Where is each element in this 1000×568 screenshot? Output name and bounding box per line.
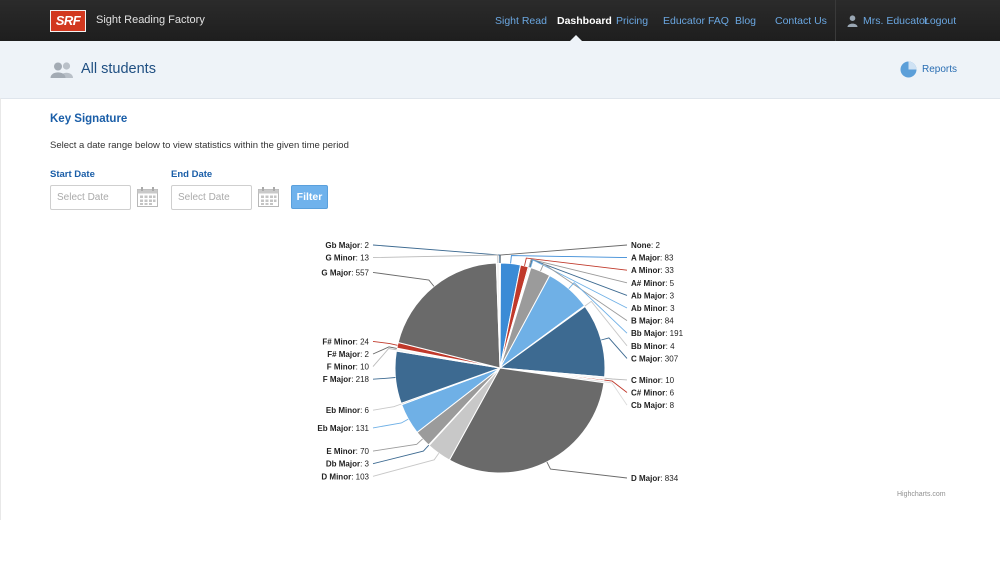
page-title: All students — [81, 61, 156, 77]
pie-connector — [372, 403, 402, 411]
key-signature-pie-chart: None: 2 A Major: 83 A Minor: 33 A# Minor: 5… — [317, 241, 684, 483]
pie-data-label: C# Minor: 6 — [631, 389, 675, 398]
pie-data-label: E Minor: 70 — [326, 447, 369, 456]
pie-connector — [524, 257, 628, 271]
nav-educator-faq[interactable]: Educator FAQ — [663, 15, 729, 27]
people-icon — [50, 62, 73, 78]
pie-connector — [372, 244, 501, 264]
highcharts-credits[interactable]: Highcharts.com — [897, 491, 946, 498]
pie-data-label: Eb Major: 131 — [317, 424, 369, 433]
user-icon — [847, 15, 858, 27]
pie-data-label: A Major: 83 — [631, 254, 674, 263]
pie-chart-icon[interactable] — [900, 61, 917, 78]
pie-data-label: A# Minor: 5 — [631, 279, 675, 288]
pie-data-label: Bb Major: 191 — [631, 329, 684, 338]
calendar-icon[interactable] — [137, 187, 158, 207]
pie-data-label: G Minor: 13 — [325, 254, 369, 263]
pie-data-label: Ab Minor: 3 — [631, 304, 675, 313]
filter-button[interactable]: Filter — [291, 185, 328, 209]
pie-data-label: C Minor: 10 — [631, 376, 675, 385]
pie-connector — [546, 461, 628, 479]
page-subheader — [0, 41, 1000, 99]
pie-connector — [604, 377, 628, 381]
reports-link[interactable]: Reports — [922, 64, 958, 75]
pie-connector — [372, 254, 499, 264]
nav-contact-us[interactable]: Contact Us — [775, 15, 827, 27]
pie-data-label: Bb Minor: 4 — [631, 342, 675, 351]
calendar-icon[interactable] — [258, 187, 279, 207]
pie-connector — [529, 259, 628, 296]
pie-connector — [372, 340, 398, 346]
brand-name[interactable]: Sight Reading Factory — [96, 14, 205, 26]
active-caret — [570, 35, 582, 41]
pie-connector — [530, 259, 628, 309]
nav-logout[interactable]: Logout — [924, 15, 957, 27]
pie-connector — [372, 418, 409, 429]
pie-slice-c-major[interactable] — [498, 305, 606, 378]
pie-connector — [601, 337, 628, 359]
pie-data-label: D Minor: 103 — [321, 472, 369, 481]
start-date-label: Start Date — [50, 169, 95, 180]
pie-connector — [372, 438, 423, 452]
intro-text: Select a date range below to view statis… — [50, 140, 349, 151]
pie-connector — [372, 271, 435, 287]
pie-connector — [604, 379, 628, 393]
pie-connector — [372, 346, 397, 355]
pie-data-label: Ab Major: 3 — [631, 291, 675, 300]
pie-data-label: Eb Minor: 6 — [326, 406, 370, 415]
pie-connector — [372, 377, 396, 380]
pie-data-label: D Major: 834 — [631, 474, 679, 483]
pie-connector — [568, 282, 628, 334]
pie-data-label: B Major: 84 — [631, 317, 674, 326]
content-border — [0, 98, 1, 520]
pie-data-label: Gb Major: 2 — [325, 241, 369, 250]
pie-connector — [584, 300, 628, 347]
nav-pricing[interactable]: Pricing — [616, 15, 649, 27]
end-date-label: End Date — [171, 169, 213, 180]
pie-data-label: Cb Major: 8 — [631, 401, 675, 410]
start-date-input[interactable] — [50, 185, 131, 210]
pie-data-label: F Major: 218 — [323, 375, 370, 384]
pie-connector — [499, 244, 628, 264]
pie-connector — [540, 263, 628, 321]
nav-dashboard[interactable]: Dashboard — [557, 15, 612, 27]
nav-divider — [835, 0, 836, 41]
pie-connector — [372, 453, 440, 477]
end-date-input[interactable] — [171, 185, 252, 210]
pie-connector — [528, 258, 628, 284]
pie-data-label: C Major: 307 — [631, 354, 679, 363]
pie-connector — [510, 255, 628, 264]
pie-connector — [372, 348, 397, 367]
srf-logo[interactable]: SRF — [50, 10, 86, 32]
pie-connector — [372, 444, 430, 465]
pie-data-label: None: 2 — [631, 241, 660, 250]
top-navbar: SRF Sight Reading Factory Sight Read Das… — [0, 0, 1000, 41]
pie-data-label: G Major: 557 — [321, 268, 369, 277]
pie-data-label: F# Minor: 24 — [322, 337, 369, 346]
nav-blog[interactable]: Blog — [735, 15, 757, 27]
section-title: Key Signature — [50, 113, 128, 125]
pie-data-label: F# Major: 2 — [327, 350, 369, 359]
pie-data-label: F Minor: 10 — [327, 363, 370, 372]
pie-connector — [604, 381, 628, 406]
nav-sight-read[interactable]: Sight Read — [495, 15, 547, 27]
pie-data-label: Db Major: 3 — [326, 460, 370, 469]
nav-user[interactable]: Mrs. Educator — [863, 15, 929, 27]
pie-data-label: A Minor: 33 — [631, 266, 674, 275]
